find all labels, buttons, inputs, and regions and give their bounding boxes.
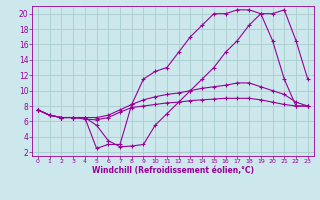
- X-axis label: Windchill (Refroidissement éolien,°C): Windchill (Refroidissement éolien,°C): [92, 166, 254, 175]
